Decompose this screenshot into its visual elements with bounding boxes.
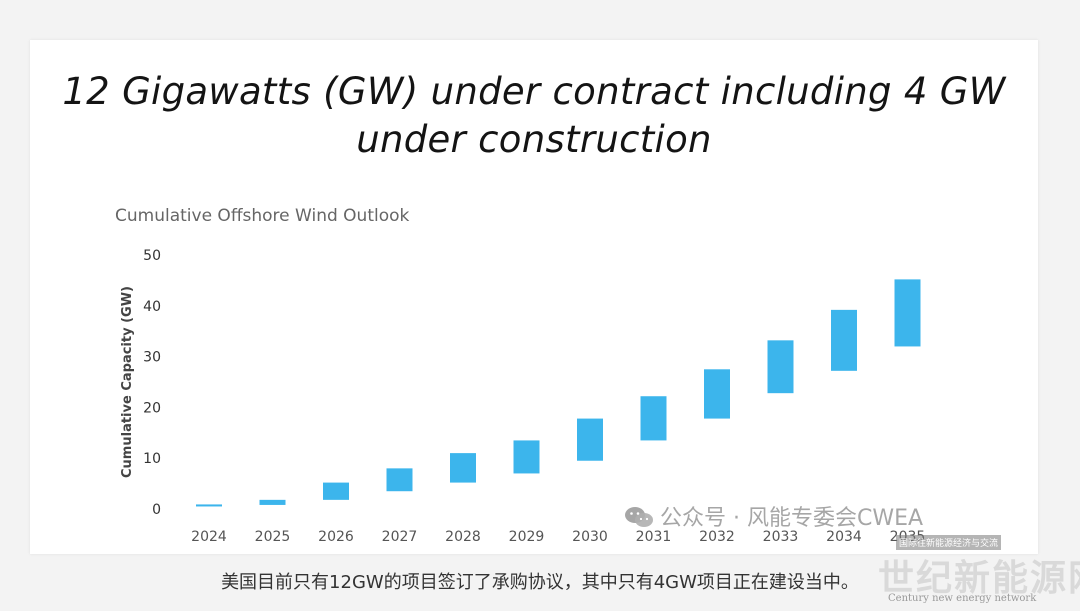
bar-2030 (577, 418, 603, 461)
x-tick-label: 2025 (255, 529, 291, 545)
slide-title-line-2: under construction (356, 118, 712, 161)
logo-english-text: Century new energy network (888, 593, 1037, 604)
y-tick-label: 0 (152, 502, 161, 518)
slide-title: 12 Gigawatts (GW) under contract includi… (30, 68, 1038, 164)
bar-2033 (767, 340, 794, 394)
logo-subtitle: 国际往新能源经济与交流 (896, 535, 1002, 550)
bar-2032 (704, 369, 730, 419)
bar-2027 (386, 468, 413, 492)
y-tick-label: 50 (143, 248, 161, 264)
chart: Cumulative Offshore Wind Outlook Cumulat… (115, 206, 925, 545)
slide-title-line-1: 12 Gigawatts (GW) under contract includi… (62, 70, 1006, 113)
bar-2035 (894, 279, 921, 347)
bar-2029 (513, 440, 540, 474)
y-tick-label: 40 (143, 299, 161, 315)
y-tick-label: 20 (143, 400, 161, 416)
y-tick-label: 10 (143, 451, 161, 467)
bars (196, 279, 921, 507)
wechat-icon (625, 507, 653, 527)
watermark: 公众号 · 风能专委会CWEA (624, 500, 923, 532)
bar-2031 (640, 396, 667, 441)
logo-main-text: 世纪新能源网 (878, 558, 1080, 599)
x-tick-label: 2031 (636, 529, 672, 545)
slide: 12 Gigawatts (GW) under contract includi… (30, 40, 1038, 554)
x-tick-label: 2034 (826, 529, 862, 545)
x-tick-label: 2026 (318, 529, 354, 545)
x-tick-label: 2027 (382, 529, 418, 545)
x-tick-label: 2032 (699, 529, 735, 545)
bar-2028 (450, 453, 476, 483)
watermark-text: 公众号 · 风能专委会CWEA (660, 506, 924, 531)
x-tick-label: 2028 (445, 529, 481, 545)
x-tick-label: 2029 (509, 529, 545, 545)
x-tick-label: 2030 (572, 529, 608, 545)
bar-2034 (831, 309, 857, 371)
y-axis-ticks: 0 10 20 30 40 50 (143, 248, 161, 518)
caption: 美国目前只有12GW的项目签订了承购协议，其中只有4GW项目正在建设当中。 (221, 572, 859, 593)
x-tick-label: 2024 (191, 529, 227, 545)
bar-2025 (259, 499, 286, 505)
bar-2024 (196, 504, 222, 507)
chart-title: Cumulative Offshore Wind Outlook (115, 206, 410, 226)
x-tick-label: 2033 (763, 529, 799, 545)
site-logo: 国际往新能源经济与交流 世纪新能源网 Century new energy ne… (878, 535, 1080, 605)
bar-2026 (323, 482, 349, 500)
y-tick-label: 30 (143, 350, 161, 366)
y-axis-title: Cumulative Capacity (GW) (120, 286, 135, 478)
